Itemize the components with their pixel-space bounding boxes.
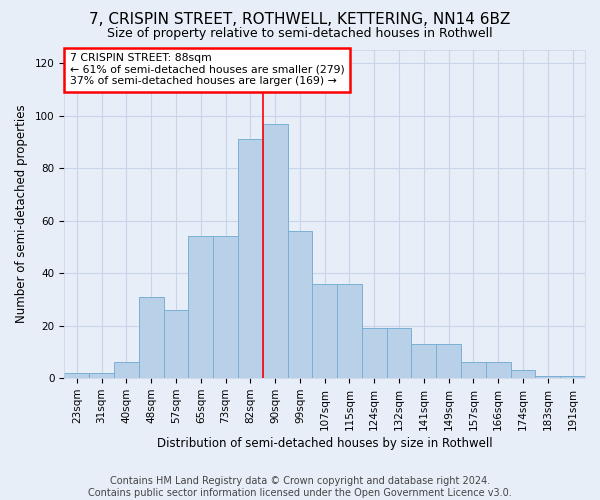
Bar	[511, 370, 535, 378]
Text: 7, CRISPIN STREET, ROTHWELL, KETTERING, NN14 6BZ: 7, CRISPIN STREET, ROTHWELL, KETTERING, …	[89, 12, 511, 28]
X-axis label: Distribution of semi-detached houses by size in Rothwell: Distribution of semi-detached houses by …	[157, 437, 493, 450]
Bar	[213, 236, 238, 378]
Bar	[535, 376, 560, 378]
Bar	[362, 328, 386, 378]
Text: 7 CRISPIN STREET: 88sqm
← 61% of semi-detached houses are smaller (279)
37% of s: 7 CRISPIN STREET: 88sqm ← 61% of semi-de…	[70, 54, 344, 86]
Bar	[287, 231, 313, 378]
Bar	[313, 284, 337, 378]
Bar	[337, 284, 362, 378]
Text: Size of property relative to semi-detached houses in Rothwell: Size of property relative to semi-detach…	[107, 28, 493, 40]
Text: Contains HM Land Registry data © Crown copyright and database right 2024.
Contai: Contains HM Land Registry data © Crown c…	[88, 476, 512, 498]
Bar	[461, 362, 486, 378]
Bar	[238, 140, 263, 378]
Bar	[263, 124, 287, 378]
Bar	[486, 362, 511, 378]
Bar	[64, 373, 89, 378]
Bar	[436, 344, 461, 378]
Y-axis label: Number of semi-detached properties: Number of semi-detached properties	[15, 105, 28, 324]
Bar	[188, 236, 213, 378]
Bar	[89, 373, 114, 378]
Bar	[164, 310, 188, 378]
Bar	[386, 328, 412, 378]
Bar	[114, 362, 139, 378]
Bar	[412, 344, 436, 378]
Bar	[560, 376, 585, 378]
Bar	[139, 297, 164, 378]
